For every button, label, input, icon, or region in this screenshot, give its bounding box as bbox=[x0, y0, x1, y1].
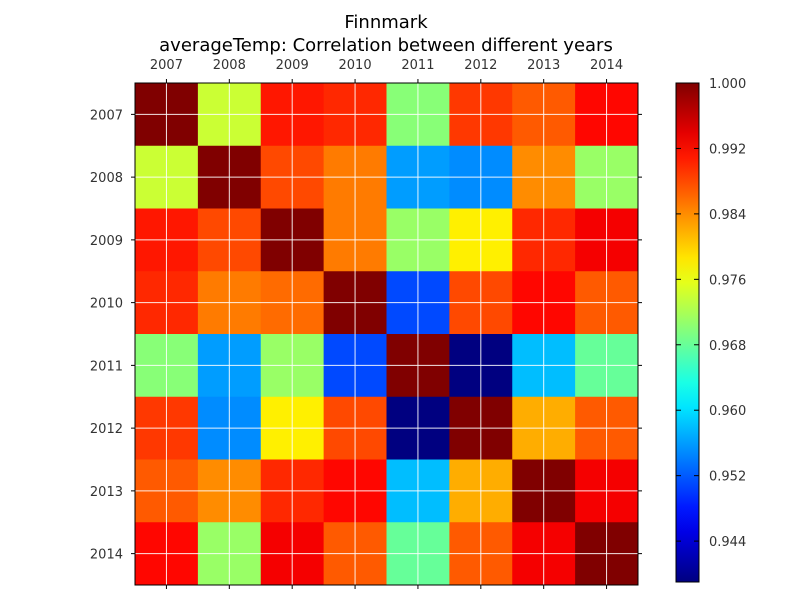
y-tick-label: 2010 bbox=[90, 297, 123, 312]
x-tick-label: 2014 bbox=[590, 58, 623, 73]
x-tick-label: 2013 bbox=[527, 58, 560, 73]
heatmap-grid bbox=[135, 83, 638, 585]
colorbar-tick-label: 0.952 bbox=[709, 470, 746, 485]
y-tick-label: 2007 bbox=[90, 108, 123, 123]
colorbar-tick-label: 1.000 bbox=[709, 77, 746, 92]
y-tick-label: 2008 bbox=[90, 171, 123, 186]
x-tick-label: 2008 bbox=[213, 58, 246, 73]
y-tick-label: 2014 bbox=[90, 548, 123, 563]
chart-subtitle: averageTemp: Correlation between differe… bbox=[159, 35, 613, 56]
x-tick-label: 2010 bbox=[339, 58, 372, 73]
y-tick-label: 2009 bbox=[90, 234, 123, 249]
x-tick-label: 2011 bbox=[401, 58, 434, 73]
colorbar bbox=[675, 82, 700, 583]
colorbar-tick-label: 0.960 bbox=[709, 404, 746, 419]
x-tick-label: 2009 bbox=[276, 58, 309, 73]
x-axis-ticks: 2007 2008 2009 2010 2011 2012 2013 2014 bbox=[150, 58, 623, 589]
colorbar-tick-label: 0.944 bbox=[709, 535, 746, 550]
y-axis-ticks: 2007 2008 2009 2010 2011 2012 2013 2014 bbox=[90, 108, 642, 563]
chart-title: Finnmark bbox=[344, 12, 428, 33]
colorbar-tick-label: 0.984 bbox=[709, 208, 746, 223]
plot-frame bbox=[134, 82, 639, 586]
x-tick-label: 2007 bbox=[150, 58, 183, 73]
y-tick-label: 2011 bbox=[90, 359, 123, 374]
x-tick-label: 2012 bbox=[464, 58, 497, 73]
colorbar-ticks: 1.000 0.992 0.984 0.976 0.968 0.960 0.952 0.944 bbox=[676, 77, 746, 550]
colorbar-tick-label: 0.976 bbox=[709, 273, 746, 288]
heatmap-cells bbox=[135, 83, 639, 586]
colorbar-tick-label: 0.968 bbox=[709, 339, 746, 354]
y-tick-label: 2012 bbox=[90, 422, 123, 437]
y-tick-label: 2013 bbox=[90, 485, 123, 500]
colorbar-tick-label: 0.992 bbox=[709, 142, 746, 157]
